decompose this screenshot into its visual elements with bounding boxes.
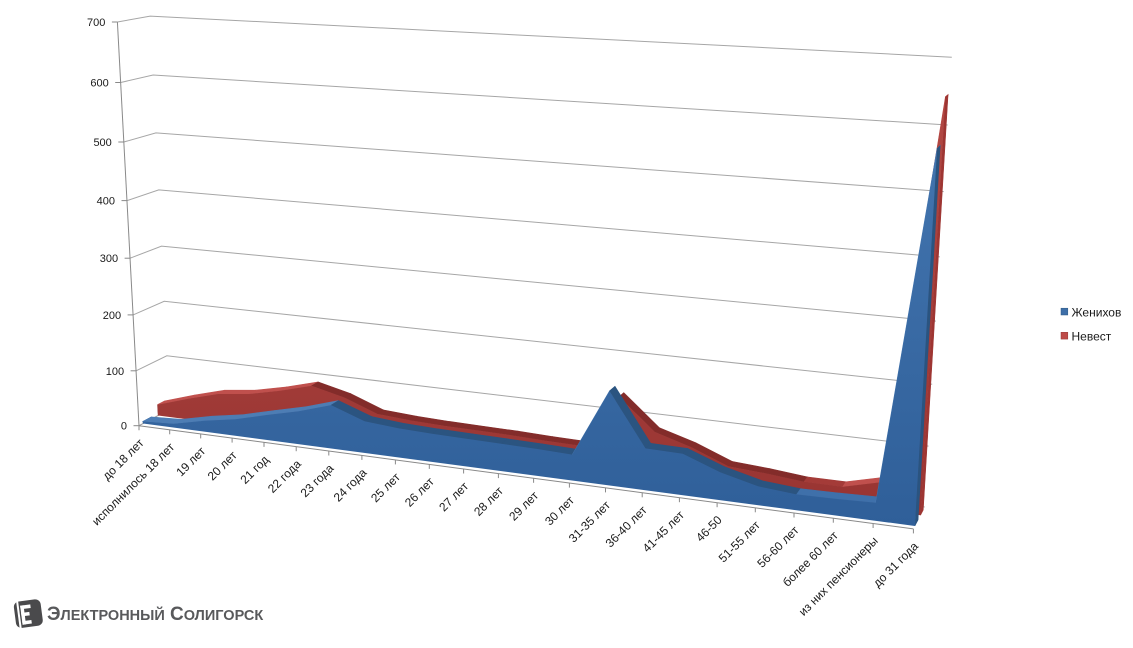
svg-text:500: 500 [93,137,111,149]
svg-text:Женихов: Женихов [1072,305,1122,319]
svg-text:700: 700 [87,17,105,29]
svg-text:Невест: Невест [1072,329,1112,343]
svg-text:300: 300 [100,253,118,265]
svg-text:0: 0 [121,421,127,433]
svg-text:100: 100 [106,366,124,378]
svg-text:200: 200 [103,310,121,322]
svg-text:400: 400 [97,196,115,208]
svg-text:600: 600 [90,78,108,90]
svg-text:ЭЛЕКТРОННЫЙ СОЛИГОРСК: ЭЛЕКТРОННЫЙ СОЛИГОРСК [47,604,263,625]
